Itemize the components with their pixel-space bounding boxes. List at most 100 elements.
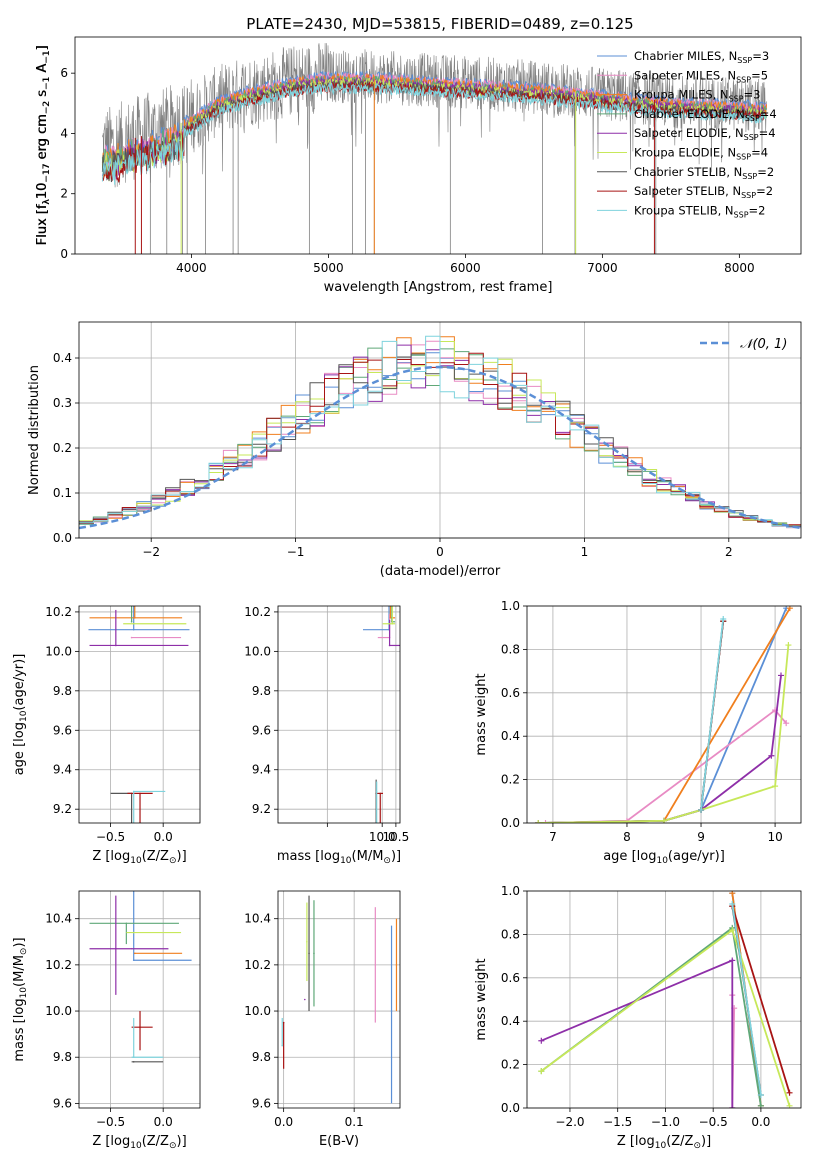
legend-label: Kroupa STELIB, NSSP=2: [634, 203, 765, 219]
legend-nssp-sub: SSP: [742, 172, 757, 181]
y-axis-label-part: 10: [19, 710, 29, 722]
x-tick-label: 6000: [450, 261, 481, 275]
model-line-salpeter-stelib: [101, 81, 767, 183]
x-tick-label: −0.5: [96, 1115, 125, 1129]
x-axis-label: Z [log10(Z/Z⊙)]: [92, 849, 186, 866]
plus-marker: [698, 806, 705, 813]
x-axis-label-part: (M/M: [352, 849, 384, 864]
x-tick-label: 1: [581, 545, 589, 559]
plus-marker: [542, 820, 549, 823]
x-axis-label-part: )]: [701, 1134, 711, 1149]
x-tick-label: 8000: [724, 261, 755, 275]
legend-name: Chabrier STELIB: [634, 165, 726, 179]
legend-name: Chabrier ELODIE: [634, 107, 729, 121]
plus-marker: [729, 957, 736, 964]
data-point: [125, 922, 128, 925]
x-axis-label-part: 10: [130, 1141, 142, 1151]
plus-marker: [757, 1091, 764, 1098]
y-axis-label-part: s: [35, 89, 50, 100]
panel-massweight-vs-z: −2.0 −1.5 −1.0 −0.5 0.0 0.0 0.2 0.4 0.6 0.8 1.0 Z […: [474, 884, 802, 1151]
x-axis-label: (data-model)/error: [380, 564, 501, 579]
y-axis-label: mass weight: [474, 958, 489, 1040]
x-axis-label-part: Z [log: [92, 849, 130, 864]
legend-nssp-label: , N: [726, 165, 742, 179]
y-axis-label: age [log10(age/yr)]: [12, 654, 29, 776]
plus-marker: [785, 642, 792, 649]
x-axis-label-part: 10: [655, 1141, 667, 1151]
data-point: [132, 931, 135, 934]
x-tick-label: 2: [725, 545, 733, 559]
data-point: [391, 622, 394, 625]
legend-nssp-sub: SSP: [744, 133, 759, 142]
y-axis-label-part: 10: [35, 182, 50, 199]
legend-nssp-sub: SSP: [741, 191, 756, 200]
data-point: [395, 964, 398, 966]
series-line-salpeter-elodie: [538, 675, 782, 823]
y-axis-label-part: −2: [42, 101, 52, 114]
y-tick-label: 9.8: [53, 1050, 72, 1064]
y-tick-label: 9.2: [252, 802, 271, 816]
y-axis-label-part: s: [35, 90, 50, 101]
x-axis-label-part: )]: [391, 849, 401, 864]
y-tick-label: 9.6: [53, 1096, 72, 1110]
data-point: [306, 940, 308, 943]
y-axis-label-part: mass [log: [12, 998, 27, 1061]
x-tick-label: 0.0: [274, 1115, 293, 1129]
series-line-chabrier-miles: [538, 607, 788, 823]
y-tick-label: 10.2: [45, 958, 72, 972]
x-tick-label: 4000: [176, 261, 207, 275]
x-axis-label: E(B-V): [319, 1134, 359, 1149]
x-axis-label-part: Z [log: [617, 1134, 655, 1149]
y-axis-label-part: Flux [f: [35, 204, 50, 245]
x-tick-label: −2.0: [555, 1115, 584, 1129]
x-axis-label-part: (Z/Z: [142, 1134, 169, 1149]
data-point: [389, 617, 392, 619]
y-tick-label: 2: [60, 187, 68, 201]
y-axis-label-part: erg cm: [35, 114, 50, 163]
plus-marker: [538, 1037, 545, 1044]
plot-area: [535, 606, 793, 823]
y-axis-label: Normed distribution: [27, 365, 42, 495]
legend-label: Chabrier MILES, NSSP=3: [634, 49, 769, 65]
y-axis-label-part: −2: [42, 101, 52, 114]
model-line-kroupa-stelib: [101, 82, 767, 185]
chart-title: PLATE=2430, MJD=53815, FIBERID=0489, z=0…: [246, 15, 633, 33]
legend-nssp-label: , N: [725, 184, 741, 198]
y-axis-label-part: Flux [f: [35, 204, 50, 245]
data-point: [379, 792, 382, 795]
x-axis-label: Z [log10(Z/Z⊙)]: [92, 1134, 186, 1151]
plus-marker: [720, 616, 727, 623]
legend-nssp-sub: SSP: [729, 95, 744, 104]
legend-nssp-label: , N: [720, 146, 736, 160]
series-line-kroupa-stelib: [700, 618, 725, 811]
series-line-salpeter-stelib: [731, 905, 791, 1094]
x-tick-label: 0.1: [345, 1115, 364, 1129]
y-tick-label: 10.2: [244, 958, 271, 972]
legend-nssp-value: =3: [744, 88, 761, 102]
legend-nssp-value: =2: [757, 165, 774, 179]
y-axis-label-part: (age/yr)]: [12, 654, 27, 711]
legend-nssp-sub: SSP: [737, 56, 752, 65]
plus-marker: [786, 1089, 793, 1096]
x-tick-label: 0.0: [751, 1115, 770, 1129]
panel-mass-vs-ebv: 0.0 0.1 9.6 9.8 10.0 10.2 10.4 E(B-V): [244, 890, 401, 1149]
x-axis-label-part: mass [log: [277, 849, 340, 864]
legend-nssp-value: =5: [751, 68, 768, 82]
plus-marker: [772, 783, 779, 790]
legend-nssp-value: =3: [752, 49, 769, 63]
y-tick-label: 0.0: [501, 1101, 520, 1115]
legend-label: Kroupa ELODIE, NSSP=4: [634, 146, 768, 162]
axes-frame: [277, 890, 401, 1109]
legend-nssp-value: =4: [759, 126, 776, 140]
legend-nssp-label: , N: [721, 49, 737, 63]
legend-nssp-label: , N: [729, 107, 745, 121]
plot-area: [79, 335, 801, 530]
plot-area: [88, 606, 190, 823]
y-axis-label-part: erg cm: [35, 114, 50, 163]
axes-frame: [526, 890, 802, 1109]
data-point: [132, 959, 135, 962]
y-tick-label: 9.6: [252, 1096, 271, 1110]
